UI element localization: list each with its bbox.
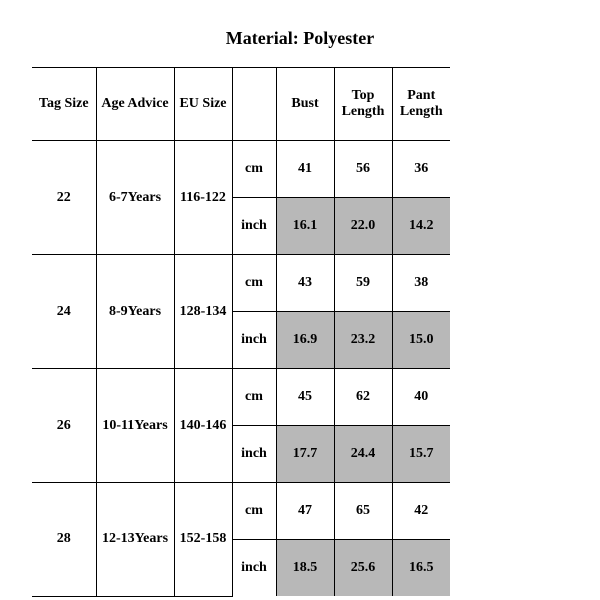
cell-unit: inch [232,312,276,369]
cell-top: 59 [334,255,392,312]
cell-bust: 16.1 [276,198,334,255]
cell-unit: inch [232,540,276,597]
col-top: Top Length [334,68,392,141]
col-bust: Bust [276,68,334,141]
col-tag: Tag Size [32,68,96,141]
cell-tag: 28 [32,483,96,597]
cell-bust: 43 [276,255,334,312]
cell-eu: 140-146 [174,369,232,483]
cell-unit: cm [232,369,276,426]
cell-age: 8-9Years [96,255,174,369]
cell-bust: 41 [276,141,334,198]
cell-pant: 42 [392,483,450,540]
cell-eu: 116-122 [174,141,232,255]
cell-top: 23.2 [334,312,392,369]
size-chart-page: { "title": "Material: Polyester", "colum… [0,0,600,600]
cell-bust: 16.9 [276,312,334,369]
cell-pant: 38 [392,255,450,312]
cell-top: 24.4 [334,426,392,483]
cell-pant: 40 [392,369,450,426]
cell-bust: 17.7 [276,426,334,483]
cell-top: 62 [334,369,392,426]
size-table: Tag Size Age Advice EU Size Bust Top Len… [32,67,450,597]
cell-age: 6-7Years [96,141,174,255]
cell-unit: cm [232,483,276,540]
col-unit [232,68,276,141]
cell-unit: inch [232,198,276,255]
cell-pant: 15.7 [392,426,450,483]
cell-top: 56 [334,141,392,198]
table-row: 26 10-11Years 140-146 cm 45 62 40 [32,369,450,426]
cell-top: 65 [334,483,392,540]
cell-unit: cm [232,141,276,198]
col-pant: Pant Length [392,68,450,141]
cell-age: 10-11Years [96,369,174,483]
cell-pant: 14.2 [392,198,450,255]
cell-top: 25.6 [334,540,392,597]
page-title: Material: Polyester [0,0,600,67]
cell-top: 22.0 [334,198,392,255]
cell-age: 12-13Years [96,483,174,597]
cell-bust: 18.5 [276,540,334,597]
cell-tag: 26 [32,369,96,483]
cell-bust: 45 [276,369,334,426]
cell-pant: 36 [392,141,450,198]
table-row: 24 8-9Years 128-134 cm 43 59 38 [32,255,450,312]
table-row: 22 6-7Years 116-122 cm 41 56 36 [32,141,450,198]
cell-tag: 24 [32,255,96,369]
table-row: 28 12-13Years 152-158 cm 47 65 42 [32,483,450,540]
cell-eu: 128-134 [174,255,232,369]
table-header-row: Tag Size Age Advice EU Size Bust Top Len… [32,68,450,141]
cell-pant: 15.0 [392,312,450,369]
cell-eu: 152-158 [174,483,232,597]
cell-tag: 22 [32,141,96,255]
col-age: Age Advice [96,68,174,141]
cell-unit: inch [232,426,276,483]
col-eu: EU Size [174,68,232,141]
cell-unit: cm [232,255,276,312]
cell-pant: 16.5 [392,540,450,597]
cell-bust: 47 [276,483,334,540]
